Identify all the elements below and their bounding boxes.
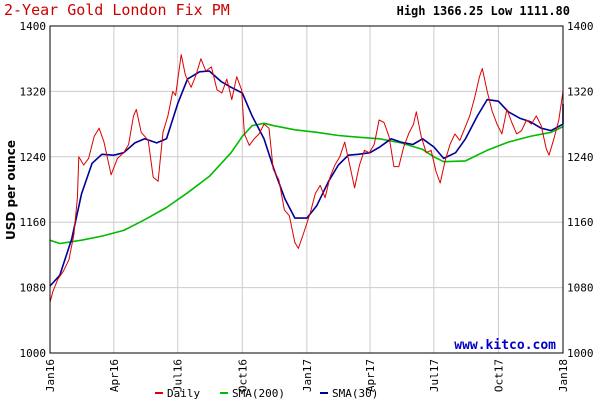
x-tick-label: Oct17 <box>492 359 505 392</box>
y-tick-label: 1000 <box>20 347 47 360</box>
y-axis-label: USD per ounce <box>4 140 18 240</box>
legend-label: SMA(200) <box>232 387 285 400</box>
series-line-daily <box>49 54 564 303</box>
legend-label: Daily <box>167 387 200 400</box>
series-line-sma-30 <box>49 70 564 287</box>
y-tick-label: 1320 <box>567 85 594 98</box>
x-tick-label: Jul16 <box>172 359 185 392</box>
legend-label: SMA(30) <box>332 387 378 400</box>
y-tick-label: 1240 <box>567 151 594 164</box>
series-group <box>49 54 564 303</box>
x-tick-label: Jan17 <box>301 359 314 392</box>
x-tick-label: Oct16 <box>236 359 249 392</box>
series-line-sma-200 <box>49 122 564 245</box>
watermark-url: www.kitco.com <box>454 338 556 353</box>
y-tick-label: 1160 <box>567 216 594 229</box>
x-tick-label: Jan16 <box>44 359 57 392</box>
x-tick-label: Jul17 <box>428 359 441 392</box>
y-tick-label: 1160 <box>20 216 47 229</box>
y-tick-label: 1400 <box>567 20 594 33</box>
y-tick-label: 1240 <box>20 151 47 164</box>
grid-lines <box>50 26 563 353</box>
y-tick-label: 1320 <box>20 85 47 98</box>
plot-frame <box>49 25 564 354</box>
x-tick-label: Jan18 <box>557 359 570 392</box>
y-tick-label: 1400 <box>20 20 47 33</box>
x-tick-labels: Jan16 Apr16 Jul16 Oct16 Jan17 Apr17 Jul17 Oct17… <box>44 359 570 392</box>
y-tick-label: 1080 <box>20 282 47 295</box>
x-tick-label: Apr16 <box>108 359 121 392</box>
y-tick-labels-right: 1000 1080 1160 1240 1320 1400 <box>567 20 594 360</box>
y-tick-label: 1000 <box>567 347 594 360</box>
y-tick-labels-left: 1000 1080 1160 1240 1320 1400 <box>20 20 47 360</box>
y-tick-label: 1080 <box>567 282 594 295</box>
high-low-summary: High 1366.25 Low 1111.80 <box>397 4 570 18</box>
chart-title: 2-Year Gold London Fix PM <box>4 1 230 19</box>
x-tick-label: Apr17 <box>364 359 377 392</box>
legend: Daily SMA(200) SMA(30) <box>155 387 378 400</box>
